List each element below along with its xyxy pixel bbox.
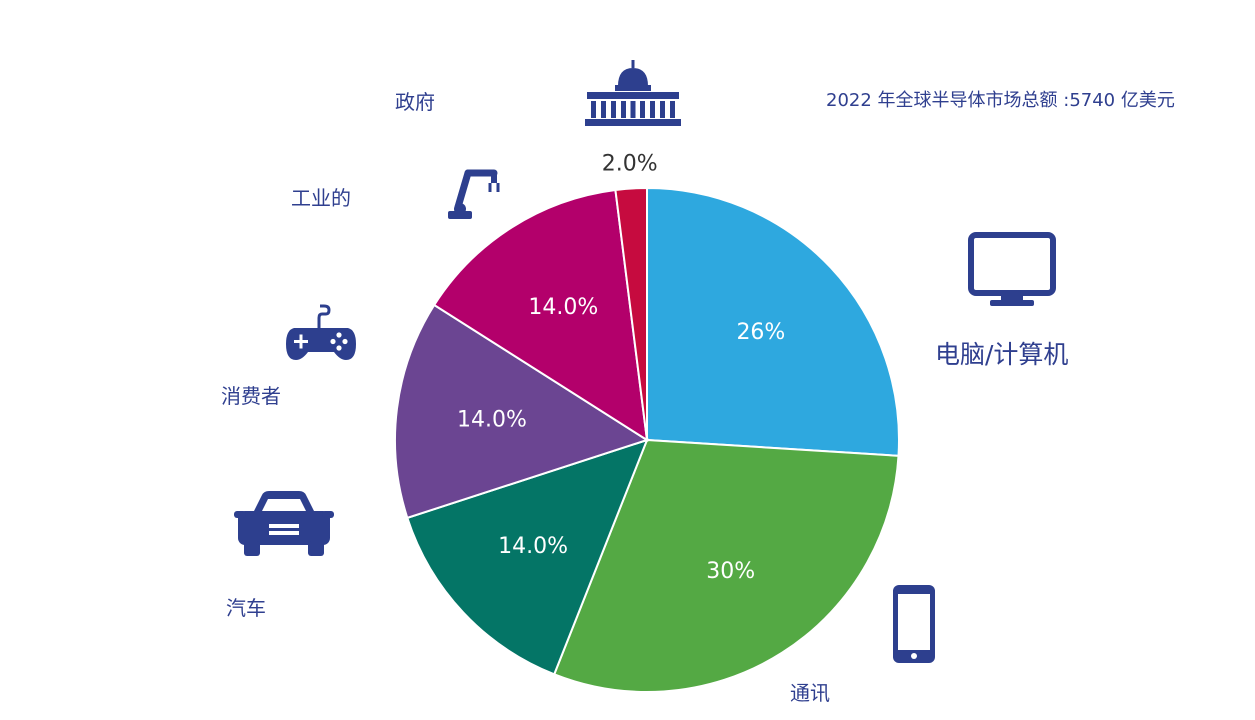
chart-title: 2022 年全球半导体市场总额 :5740 亿美元	[826, 90, 1175, 111]
data-label-government: 2.0%	[602, 152, 658, 177]
label-industrial: 工业的	[291, 186, 351, 210]
capitol-building-icon	[585, 60, 681, 126]
data-label-communication: 30%	[706, 559, 755, 584]
smartphone-icon	[893, 585, 935, 663]
pie-slice-communication	[552, 438, 900, 693]
label-consumer: 消费者	[221, 384, 281, 408]
monitor-icon	[968, 232, 1056, 306]
data-label-computer: 26%	[736, 320, 785, 345]
data-label-automotive: 14.0%	[498, 534, 568, 559]
data-label-consumer: 14.0%	[457, 407, 527, 432]
label-computer: 电脑/计算机	[935, 340, 1069, 369]
label-automotive: 汽车	[226, 596, 266, 620]
car-icon	[234, 491, 334, 556]
label-communication: 通讯	[790, 681, 830, 705]
label-government: 政府	[395, 90, 435, 114]
pie-slice-industrial	[432, 188, 649, 442]
robot-arm-icon	[448, 169, 500, 219]
pie-slice-government	[614, 186, 648, 441]
pie-slice-consumer	[394, 303, 650, 520]
pie-slice-computer	[646, 186, 900, 457]
gamepad-icon	[286, 304, 356, 360]
data-label-industrial: 14.0%	[528, 295, 598, 320]
